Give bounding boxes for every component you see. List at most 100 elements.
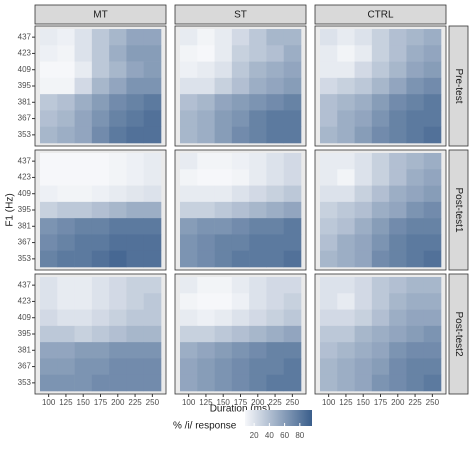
heat-cell bbox=[389, 94, 407, 111]
heat-cell bbox=[320, 94, 338, 111]
heat-cell bbox=[91, 342, 110, 359]
heat-cell bbox=[109, 250, 127, 268]
heat-cell bbox=[109, 45, 127, 62]
heat-cell bbox=[109, 110, 127, 128]
heat-cell bbox=[197, 218, 215, 235]
heat-cell bbox=[354, 110, 373, 128]
heat-cell bbox=[371, 277, 390, 294]
heat-cell bbox=[126, 110, 145, 128]
heat-cell bbox=[354, 358, 373, 376]
heat-cell bbox=[180, 293, 198, 310]
heat-cell bbox=[214, 342, 233, 359]
heat-cell bbox=[197, 29, 215, 46]
heat-cell bbox=[180, 77, 198, 95]
heat-cell bbox=[57, 342, 75, 359]
facet-strip-label: MT bbox=[93, 10, 107, 21]
heat-cell bbox=[406, 61, 425, 79]
heat-cell bbox=[337, 201, 355, 219]
x-tick-label: 250 bbox=[286, 398, 300, 407]
heat-cell bbox=[406, 309, 425, 327]
heat-cell bbox=[371, 77, 390, 95]
heat-cell bbox=[423, 374, 442, 392]
facet-strip bbox=[314, 4, 447, 25]
heat-cell bbox=[320, 218, 338, 235]
heat-cell bbox=[40, 29, 58, 46]
heat-cell bbox=[231, 169, 250, 186]
y-tick-label: 437 bbox=[18, 156, 32, 165]
heat-cell bbox=[423, 77, 442, 95]
heat-cell bbox=[354, 77, 373, 95]
heat-cell bbox=[180, 110, 198, 128]
heat-cell bbox=[266, 61, 285, 79]
heat-cell bbox=[371, 293, 390, 310]
heat-cell bbox=[180, 94, 198, 111]
heat-cell bbox=[180, 61, 198, 79]
x-tick-label: 150 bbox=[217, 398, 231, 407]
heat-cell bbox=[354, 61, 373, 79]
heat-cell bbox=[249, 342, 267, 359]
heat-cell bbox=[354, 277, 373, 294]
heat-cell bbox=[389, 277, 407, 294]
heat-cell bbox=[214, 110, 233, 128]
heat-cell bbox=[91, 110, 110, 128]
heat-cell bbox=[57, 293, 75, 310]
heat-cell bbox=[74, 293, 93, 310]
heat-cell bbox=[283, 325, 302, 343]
heat-cell bbox=[423, 358, 442, 376]
heat-cell bbox=[197, 153, 215, 170]
heat-cell bbox=[389, 126, 407, 144]
heat-cell bbox=[109, 126, 127, 144]
heat-cell bbox=[249, 29, 267, 46]
heat-cell bbox=[354, 94, 373, 111]
heat-cell bbox=[320, 126, 338, 144]
heat-cell bbox=[109, 201, 127, 219]
heat-cell bbox=[283, 110, 302, 128]
heat-cell bbox=[406, 126, 425, 144]
heat-cell bbox=[74, 309, 93, 327]
heat-cell bbox=[283, 153, 302, 170]
heat-cell bbox=[389, 110, 407, 128]
heat-cell bbox=[406, 94, 425, 111]
heat-cell bbox=[249, 325, 267, 343]
heat-cell bbox=[180, 45, 198, 62]
heat-cell bbox=[249, 153, 267, 170]
heat-cell bbox=[406, 250, 425, 268]
heat-cell bbox=[371, 250, 390, 268]
heat-cell bbox=[197, 250, 215, 268]
heat-cell bbox=[40, 110, 58, 128]
facet-strip bbox=[448, 25, 469, 147]
panel-border bbox=[174, 25, 307, 147]
heat-cell bbox=[91, 293, 110, 310]
heat-cell bbox=[266, 45, 285, 62]
panel-border bbox=[314, 25, 447, 147]
heat-cell bbox=[231, 45, 250, 62]
facet-strip-label: Post-test2 bbox=[453, 311, 464, 356]
heat-cell bbox=[389, 218, 407, 235]
heat-cell bbox=[197, 309, 215, 327]
heat-cell bbox=[74, 77, 93, 95]
facet-strip-label: CTRL bbox=[367, 10, 394, 21]
heat-cell bbox=[354, 201, 373, 219]
heat-cell bbox=[180, 29, 198, 46]
heat-cell bbox=[74, 110, 93, 128]
heat-cell bbox=[197, 169, 215, 186]
heat-cell bbox=[283, 234, 302, 252]
y-tick-label: 409 bbox=[18, 189, 32, 198]
heat-cell bbox=[406, 293, 425, 310]
heat-cell bbox=[214, 153, 233, 170]
heat-cell bbox=[389, 185, 407, 203]
heat-cell bbox=[423, 277, 442, 294]
heat-cell bbox=[231, 277, 250, 294]
heat-cell bbox=[320, 153, 338, 170]
heat-cell bbox=[40, 342, 58, 359]
x-tick-label: 150 bbox=[77, 398, 91, 407]
heat-cell bbox=[371, 218, 390, 235]
heat-cell bbox=[197, 342, 215, 359]
heat-cell bbox=[40, 250, 58, 268]
heat-cell bbox=[57, 45, 75, 62]
heat-cell bbox=[231, 342, 250, 359]
heat-cell bbox=[57, 29, 75, 46]
heat-cell bbox=[249, 218, 267, 235]
heat-cell bbox=[91, 45, 110, 62]
heat-cell bbox=[266, 77, 285, 95]
